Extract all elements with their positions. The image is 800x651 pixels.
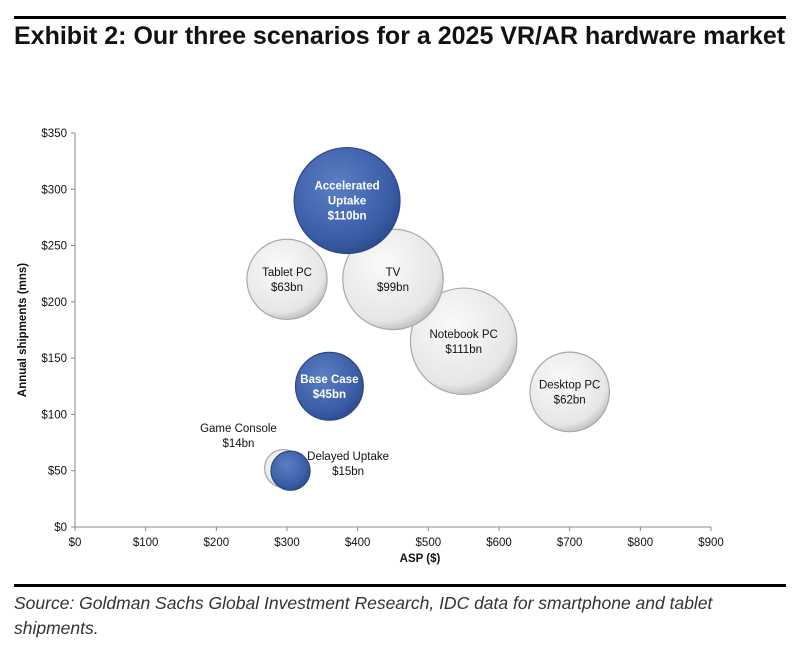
bubble-value: $111bn	[445, 344, 482, 356]
bubble-label: Delayed Uptake $15bn	[307, 451, 389, 478]
x-tick-label: $500	[416, 537, 442, 549]
bubble-name: Uptake	[328, 196, 366, 208]
top-rule	[14, 16, 786, 19]
x-tick-label: $800	[628, 537, 654, 549]
y-tick-label: $100	[41, 409, 67, 421]
x-tick-label: $100	[133, 537, 159, 549]
bubble-value: $45bn	[313, 389, 346, 401]
bubble-chart: $0 $100 $200 $300 $400 $500 $600 $700 $800 $900 $0…	[17, 128, 724, 565]
bubble-notebook-pc	[409, 287, 518, 396]
bubble-name: Desktop PC	[539, 379, 600, 391]
y-tick-label: $300	[41, 184, 67, 196]
x-tick-label: $300	[274, 537, 300, 549]
exhibit-title: Exhibit 2: Our three scenarios for a 202…	[14, 22, 786, 50]
bubble-label: Notebook PC $111bn	[429, 329, 497, 356]
bubble-label: TV $99bn	[377, 267, 409, 294]
y-tick-label: $0	[54, 522, 67, 534]
bubble-name: Base Case	[300, 374, 358, 386]
x-tick-label: $900	[698, 537, 724, 549]
x-tick-label: $0	[69, 537, 82, 549]
bubble-base-case	[294, 351, 364, 421]
bubble-label: Accelerated Uptake $110bn	[314, 181, 379, 223]
bubble-value: $14bn	[222, 438, 254, 450]
bottom-rule	[14, 584, 786, 587]
x-tick-label: $600	[486, 537, 512, 549]
bubble-delayed-uptake	[270, 450, 311, 491]
bubble-value: $99bn	[377, 282, 409, 294]
bubble-value: $63bn	[271, 282, 303, 294]
bubble-name: Notebook PC	[429, 329, 497, 341]
y-tick-label: $50	[48, 466, 67, 478]
bubble-label: Desktop PC $62bn	[539, 379, 600, 406]
bubble-accelerated-uptake	[293, 146, 401, 255]
bubble-desktop-pc	[529, 351, 611, 433]
bubble-name: Game Console	[200, 423, 277, 435]
y-tick-label: $350	[41, 128, 67, 140]
bubble-value: $15bn	[332, 466, 364, 478]
source-note: Source: Goldman Sachs Global Investment …	[14, 593, 713, 638]
y-tick-label: $250	[41, 241, 67, 253]
y-axis-label: Annual shipments (mns)	[17, 263, 29, 397]
bubble-value: $110bn	[328, 211, 367, 223]
y-tick-label: $200	[41, 297, 67, 309]
x-tick-label: $200	[204, 537, 230, 549]
bubble-tv	[342, 228, 444, 331]
bubble-label: Base Case $45bn	[300, 374, 358, 401]
x-tick-label: $700	[557, 537, 583, 549]
bubble-label: Tablet PC $63bn	[262, 267, 312, 294]
bubble-name: Delayed Uptake	[307, 451, 389, 463]
bubble-name: TV	[386, 267, 401, 279]
x-tick-label: $400	[345, 537, 371, 549]
bubble-name: Tablet PC	[262, 267, 312, 279]
x-axis-label: ASP ($)	[400, 553, 441, 565]
bubble-label: Game Console $14bn	[200, 423, 277, 450]
bubble-tablet-pc	[246, 238, 328, 321]
bubble-value: $62bn	[554, 394, 586, 406]
bubble-name: Accelerated	[314, 181, 379, 193]
y-tick-label: $150	[41, 353, 67, 365]
